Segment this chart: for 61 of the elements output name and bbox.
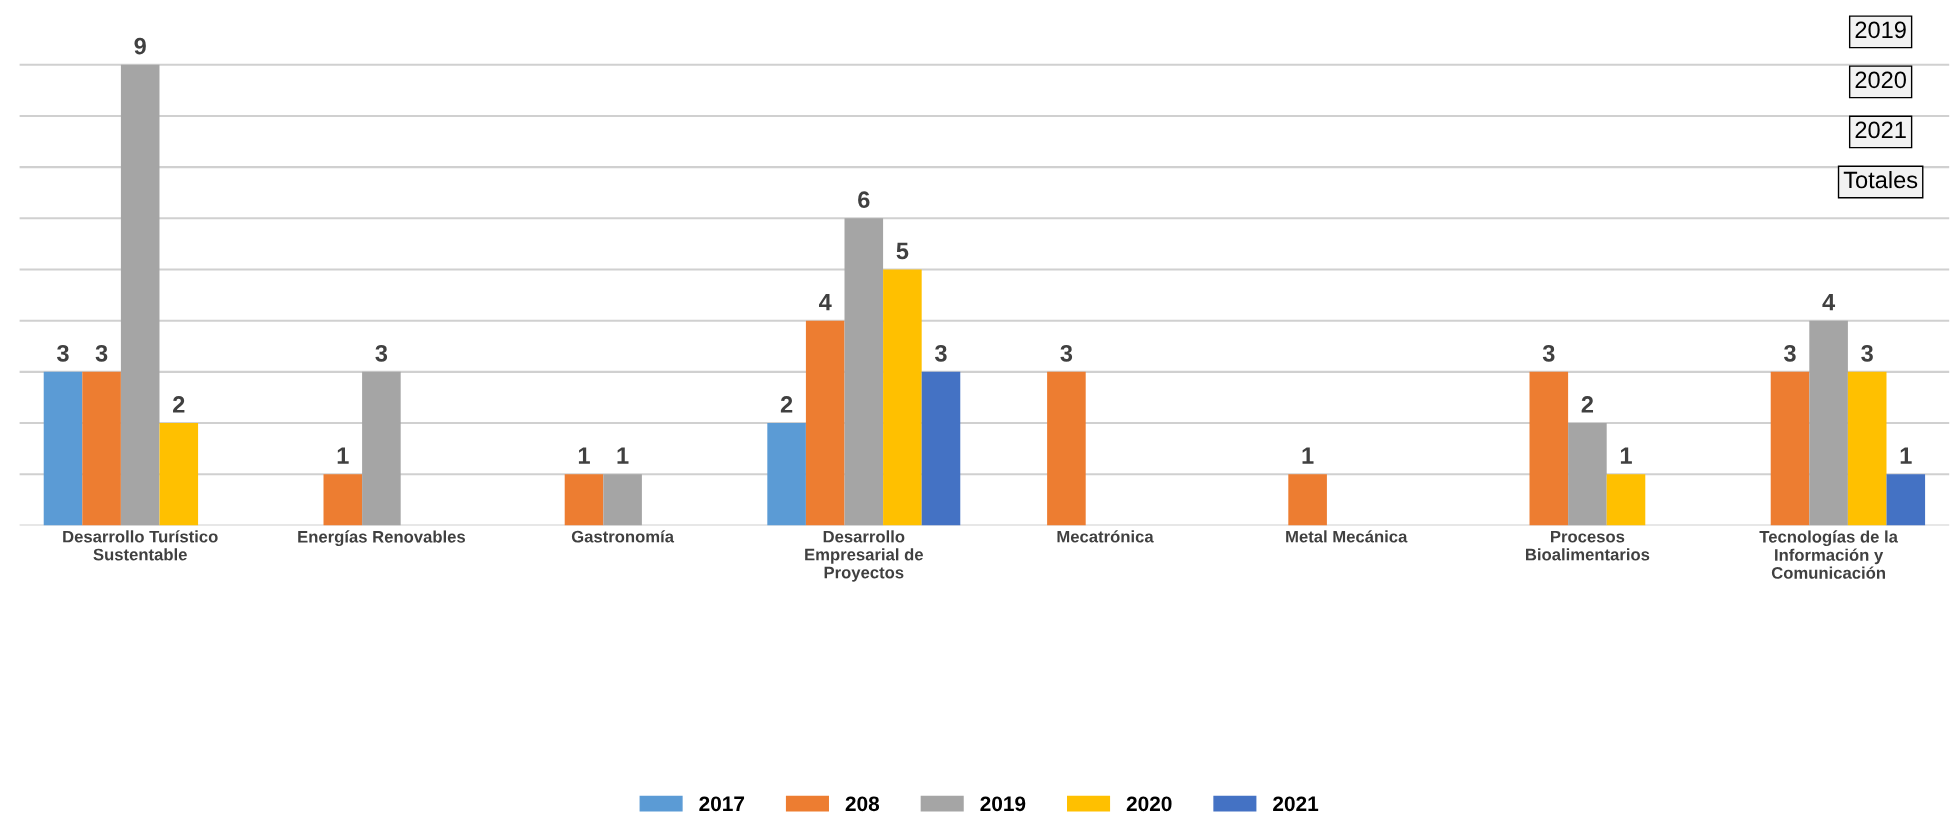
legend-label: 208 (845, 796, 880, 812)
data-label: 3 (1060, 344, 1073, 362)
bar (159, 423, 199, 526)
data-label: 1 (1302, 447, 1314, 464)
legend-label: 2017 (699, 796, 745, 812)
legend-label: 2021 (1273, 796, 1319, 812)
data-label: 1 (617, 447, 629, 464)
data-label: 4 (819, 293, 832, 311)
bar (362, 371, 401, 526)
bar (883, 269, 922, 526)
bar (767, 423, 806, 526)
bar (1886, 474, 1926, 526)
bar (120, 64, 160, 526)
data-label: 4 (1822, 293, 1836, 311)
annotation: Totales (1843, 170, 1918, 189)
data-label: 1 (1620, 447, 1632, 464)
data-label: 2 (1581, 396, 1594, 413)
bar (805, 320, 845, 526)
bar (1047, 371, 1086, 526)
data-label: 1 (578, 447, 590, 464)
bar (564, 474, 604, 526)
bar (43, 371, 83, 526)
bar (1606, 474, 1646, 526)
bar (1809, 320, 1848, 526)
data-label: 5 (896, 242, 909, 260)
x-tick-label: Metal Mecánica (1286, 530, 1408, 543)
data-label: 3 (934, 344, 947, 362)
bar (1529, 371, 1569, 526)
data-label: 3 (1542, 344, 1555, 362)
bar (1770, 371, 1810, 526)
data-label: 9 (134, 37, 146, 55)
x-tick-label: Desarrollo Turístico Sustentable (63, 530, 218, 561)
x-tick-label: Tecnologías de la Información y Comunicación (1759, 530, 1899, 579)
x-tick-label: Mecatrónica (1057, 530, 1154, 543)
annotation: 2021 (1855, 121, 1906, 139)
x-tick-label: Energías Renovables (298, 530, 466, 547)
bar (1568, 423, 1607, 526)
text: 2019 (1855, 21, 1906, 39)
data-label: 1 (1900, 447, 1912, 464)
bar (323, 474, 363, 526)
x-tick-label: Procesos Bioalimentarios (1526, 530, 1650, 561)
legend-label: 2020 (1126, 796, 1172, 812)
bar (1288, 474, 1327, 526)
bar (603, 474, 642, 526)
data-label: 3 (1783, 344, 1796, 362)
data-label: 3 (95, 344, 108, 362)
bar (844, 218, 884, 526)
x-tick-label: Desarrollo Empresarial de Proyectos (805, 530, 923, 582)
data-label: 3 (56, 344, 69, 362)
bar (82, 371, 121, 526)
legend-label: 2019 (980, 796, 1026, 812)
data-label: 2 (173, 396, 185, 413)
data-label: 1 (337, 447, 349, 464)
annotation: 2020 (1855, 71, 1906, 89)
data-label: 3 (1861, 344, 1873, 362)
bar (1847, 371, 1887, 526)
bar (921, 371, 961, 526)
data-label: 2 (780, 396, 793, 413)
data-label: 6 (858, 191, 870, 209)
data-label: 3 (375, 344, 388, 362)
x-tick-label: Gastronomía (571, 530, 675, 543)
